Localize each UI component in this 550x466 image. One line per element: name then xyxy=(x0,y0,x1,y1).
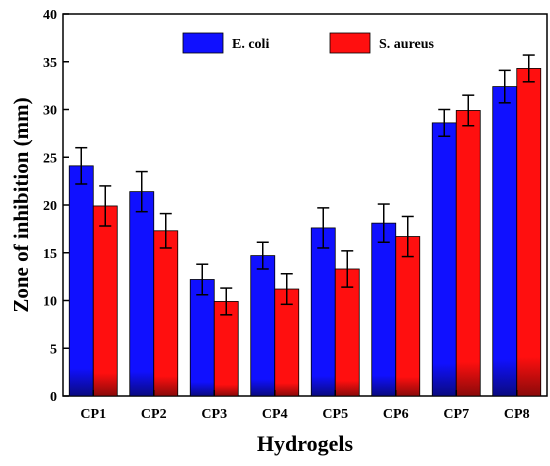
x-tick-label-cp6: CP6 xyxy=(383,407,409,422)
x-tick-label-cp7: CP7 xyxy=(443,407,469,422)
bar-s-aureus-cp2 xyxy=(153,230,179,397)
bar-e-coli-cp2 xyxy=(129,191,155,397)
bar-e-coli-cp3 xyxy=(189,279,215,397)
legend: E. coli S. aureus xyxy=(182,32,435,54)
x-tick-label-cp1: CP1 xyxy=(80,407,106,422)
bar-s-aureus-cp1 xyxy=(92,205,118,397)
bar-s-aureus-cp3 xyxy=(213,301,239,397)
x-axis-title: Hydrogels xyxy=(257,431,354,456)
legend-swatch-e-coli xyxy=(182,32,224,54)
bar-e-coli-cp5 xyxy=(310,227,336,397)
x-tick-label-cp3: CP3 xyxy=(201,407,227,422)
y-tick-label: 5 xyxy=(50,342,57,357)
bar-e-coli-cp7 xyxy=(431,122,457,397)
y-tick-label: 10 xyxy=(43,295,57,310)
y-tick-label: 35 xyxy=(43,56,57,71)
legend-label-s-aureus: S. aureus xyxy=(379,37,435,52)
y-tick-label: 30 xyxy=(43,104,57,119)
bar-s-aureus-cp6 xyxy=(395,236,421,397)
x-tick-label-cp4: CP4 xyxy=(262,407,288,422)
x-tick-label-cp5: CP5 xyxy=(322,407,348,422)
y-tick-label: 20 xyxy=(43,199,57,214)
y-axis: 0 5 10 15 20 25 30 35 40 xyxy=(43,8,69,405)
bar-s-aureus-cp5 xyxy=(334,268,360,397)
bars-layer xyxy=(68,54,542,397)
y-tick-label: 15 xyxy=(43,247,57,262)
bar-e-coli-cp8 xyxy=(492,86,518,397)
bar-e-coli-cp6 xyxy=(371,222,397,397)
y-tick-label: 25 xyxy=(43,151,57,166)
y-tick-label: 40 xyxy=(43,8,57,23)
y-tick-label: 0 xyxy=(50,390,57,405)
legend-swatch-s-aureus xyxy=(329,32,371,54)
legend-label-e-coli: E. coli xyxy=(232,37,269,52)
y-axis-title: Zone of inhibition (mm) xyxy=(9,97,33,312)
x-tick-label-cp2: CP2 xyxy=(141,407,167,422)
x-axis: CP1 CP2 CP3 CP4 CP5 CP6 CP7 CP8 xyxy=(80,390,530,422)
bar-s-aureus-cp4 xyxy=(274,288,300,397)
bar-s-aureus-cp8 xyxy=(516,68,542,397)
bar-e-coli-cp1 xyxy=(68,165,94,397)
bar-s-aureus-cp7 xyxy=(455,110,481,397)
bar-e-coli-cp4 xyxy=(250,255,276,397)
x-tick-label-cp8: CP8 xyxy=(504,407,530,422)
